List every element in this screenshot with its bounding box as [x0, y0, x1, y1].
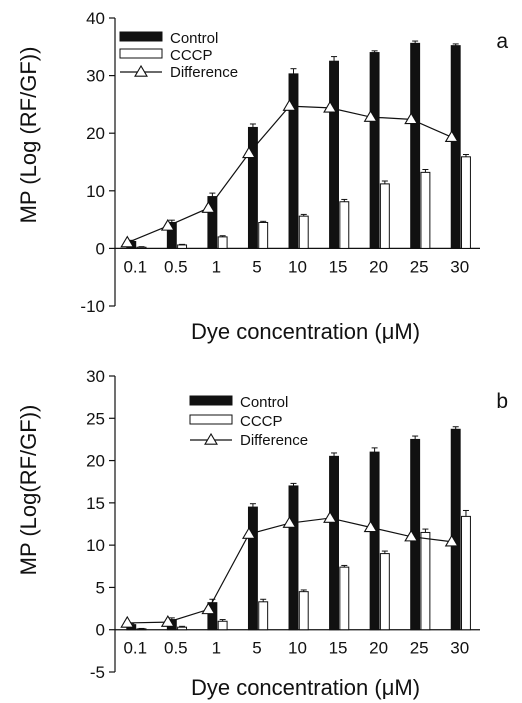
bar-control	[450, 428, 461, 631]
y-axis-title: MP (Log(RF/GF))	[16, 405, 41, 576]
legend-label-cccp: CCCP	[170, 47, 213, 64]
bar-control	[450, 45, 461, 249]
x-tick-label: 5	[252, 639, 261, 658]
point-difference	[282, 516, 297, 528]
x-tick-label: 1	[212, 639, 221, 658]
y-tick-label: 25	[86, 409, 105, 428]
bar-cccp	[298, 215, 309, 249]
y-tick-label: 30	[86, 67, 105, 86]
legend-label-difference: Difference	[240, 432, 308, 449]
bar-control	[288, 485, 299, 631]
x-tick-label: 25	[410, 639, 429, 658]
bar-control	[247, 506, 258, 631]
point-difference	[241, 527, 256, 539]
bar-cccp	[461, 156, 471, 249]
point-difference	[363, 109, 378, 122]
legend-label-control: Control	[240, 394, 288, 411]
bar-cccp	[420, 171, 431, 249]
bar-cccp	[339, 566, 350, 631]
panel-label: b	[496, 390, 508, 413]
point-difference	[160, 615, 175, 627]
bar-control	[329, 60, 340, 249]
bar-cccp	[177, 626, 188, 631]
bar-cccp	[136, 246, 147, 249]
point-difference	[120, 615, 135, 628]
bar-cccp	[420, 531, 431, 631]
bar-cccp	[379, 183, 390, 249]
legend-swatch-control	[189, 395, 233, 406]
x-tick-label: 15	[329, 257, 348, 276]
legend-marker-difference	[204, 432, 218, 445]
x-tick-label: 30	[450, 639, 469, 658]
bar-cccp	[136, 628, 147, 631]
y-tick-label: 0	[96, 621, 105, 640]
bar-control	[329, 455, 340, 631]
bar-control	[369, 451, 380, 631]
bar-cccp	[258, 601, 269, 631]
bar-cccp	[461, 515, 471, 631]
x-tick-label: 5	[252, 257, 261, 276]
legend-label-difference: Difference	[170, 64, 238, 81]
point-difference	[323, 100, 338, 113]
y-tick-label: 20	[86, 124, 105, 143]
legend-label-cccp: CCCP	[240, 413, 283, 430]
bar-cccp	[258, 221, 269, 249]
x-tick-label: 0.5	[164, 639, 188, 658]
y-tick-label: -5	[90, 663, 105, 682]
x-tick-label: 0.1	[123, 639, 147, 658]
x-axis-title: Dye concentration (μM)	[191, 319, 420, 344]
y-tick-label: 10	[86, 536, 105, 555]
x-tick-label: 10	[288, 257, 307, 276]
legend-swatch-cccp	[119, 48, 163, 59]
x-tick-label: 20	[369, 639, 388, 658]
x-tick-label: 0.5	[164, 257, 188, 276]
point-difference	[160, 218, 175, 231]
y-tick-label: -10	[80, 297, 105, 316]
x-axis-title: Dye concentration (μM)	[191, 675, 420, 700]
x-tick-label: 15	[329, 639, 348, 658]
x-tick-label: 1	[212, 257, 221, 276]
point-difference	[363, 520, 378, 533]
x-tick-label: 25	[410, 257, 429, 276]
legend-swatch-cccp	[189, 414, 233, 425]
bar-cccp	[339, 201, 350, 249]
x-tick-label: 10	[288, 639, 307, 658]
bar-cccp	[177, 244, 188, 249]
legend-swatch-control	[119, 31, 163, 42]
legend-label-control: Control	[170, 30, 218, 47]
x-tick-label: 20	[369, 257, 388, 276]
bar-control	[288, 73, 299, 249]
point-difference	[444, 130, 459, 142]
point-difference	[282, 99, 297, 111]
point-difference	[120, 235, 135, 248]
x-tick-label: 0.1	[123, 257, 147, 276]
legend-marker-difference	[134, 64, 148, 77]
y-tick-label: 40	[86, 9, 105, 28]
y-tick-label: 10	[86, 182, 105, 201]
point-difference	[444, 534, 459, 547]
y-tick-label: 5	[96, 578, 105, 597]
bar-cccp	[298, 591, 309, 631]
bar-control	[410, 42, 421, 249]
point-difference	[241, 146, 256, 159]
point-difference	[404, 529, 419, 542]
x-tick-label: 30	[450, 257, 469, 276]
bar-cccp	[217, 236, 228, 249]
y-tick-label: 0	[96, 239, 105, 258]
y-tick-label: 15	[86, 494, 105, 513]
point-difference	[201, 200, 216, 213]
point-difference	[201, 602, 216, 615]
bar-control	[369, 52, 380, 249]
point-difference	[404, 112, 419, 125]
bar-cccp	[379, 553, 390, 631]
point-difference	[323, 510, 338, 523]
bar-cccp	[217, 620, 228, 631]
panel-label: a	[496, 30, 508, 53]
y-axis-title: MP (Log (RF/GF))	[16, 47, 41, 224]
y-tick-label: 30	[86, 367, 105, 386]
y-tick-label: 20	[86, 452, 105, 471]
